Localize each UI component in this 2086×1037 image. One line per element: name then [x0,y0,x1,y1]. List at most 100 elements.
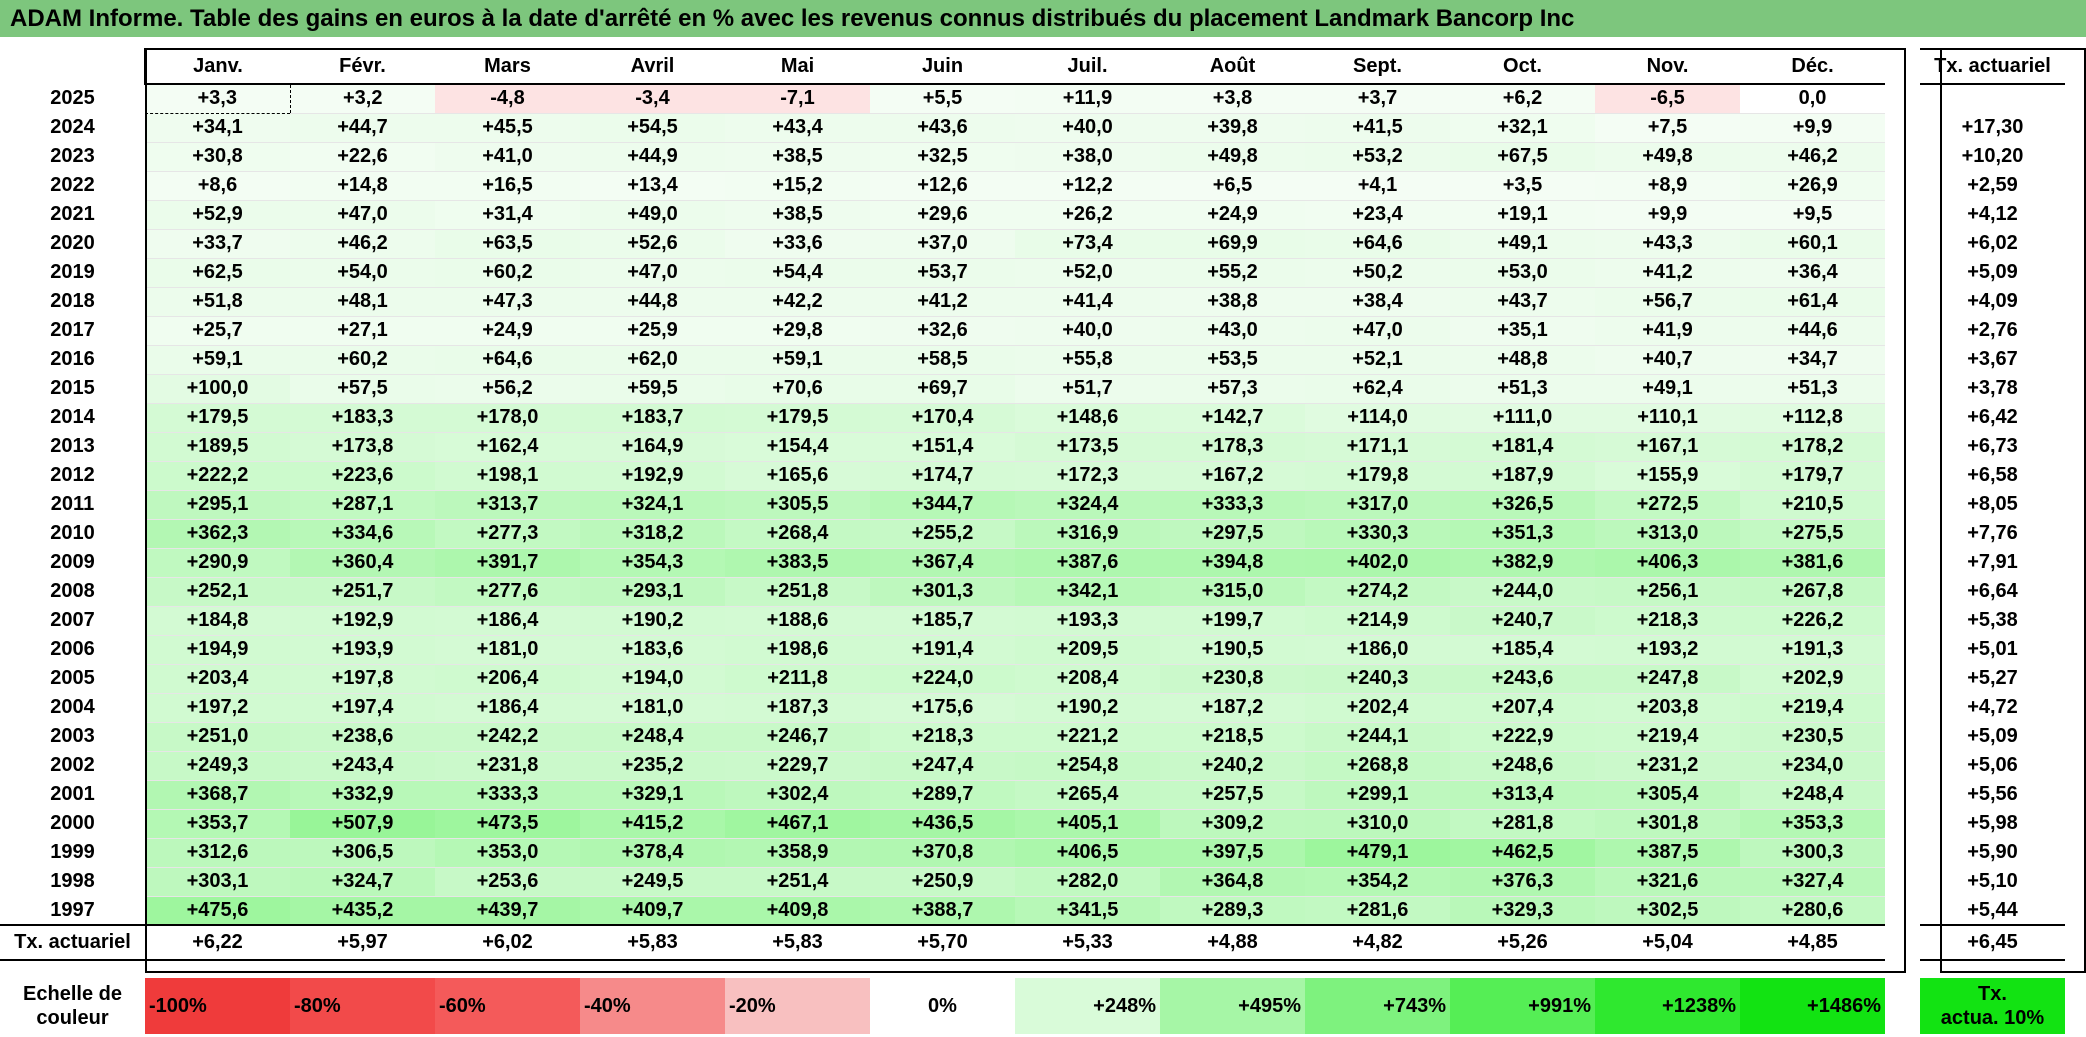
table-row: 2001 +368,7 +332,9 +333,3 +329,1 +302,4 +289,7… [0,780,2065,810]
total-cell: +5,26 [1450,924,1595,961]
gain-cell: +60,1 [1740,229,1885,259]
gain-cell: +41,2 [870,287,1015,317]
gain-cell: +240,7 [1450,606,1595,636]
gain-cell: +9,9 [1595,200,1740,230]
table-row: 2022 +8,6 +14,8 +16,5 +13,4 +15,2 +12,6 +12,2 +6… [0,171,2065,201]
gain-cell: +254,8 [1015,751,1160,781]
gain-cell: +41,2 [1595,258,1740,288]
total-label: Tx. actuariel [0,924,145,961]
gain-cell: +313,7 [435,490,580,520]
gain-cell: +473,5 [435,809,580,839]
gain-cell: +33,7 [145,229,290,259]
gain-cell: +209,5 [1015,635,1160,665]
gain-cell: +154,4 [725,432,870,462]
gain-cell: +289,7 [870,780,1015,810]
gain-cell: +306,5 [290,838,435,868]
gain-cell: -7,1 [725,84,870,114]
gain-cell: +41,4 [1015,287,1160,317]
spacer [1885,345,1920,374]
table-body: 2025 +3,3 +3,2 -4,8 -3,4 -7,1 +5,5 +11,9 +3,8 +3,… [0,84,2065,926]
gain-cell: +162,4 [435,432,580,462]
gain-cell: +67,5 [1450,142,1595,172]
gain-cell: +334,6 [290,519,435,549]
gain-cell: +55,8 [1015,345,1160,375]
spacer [1885,49,1920,84]
gain-cell: +57,5 [290,374,435,404]
total-cell: +6,02 [435,924,580,961]
gain-cell: +249,3 [145,751,290,781]
gain-cell: +165,6 [725,461,870,491]
act-cell: +2,76 [1967,319,2018,341]
spacer [1885,867,1920,896]
year-label: 2024 [50,116,95,138]
gain-cell: +248,4 [1740,780,1885,810]
gain-cell: +353,0 [435,838,580,868]
total-row: Tx. actuariel +6,22 +5,97 +6,02 +5,83 +5,83 +5… [0,924,2065,961]
gain-cell: +247,8 [1595,664,1740,694]
table-row: 2020 +33,7 +46,2 +63,5 +52,6 +33,6 +37,0 +73,4 +… [0,229,2065,259]
gain-cell: +173,5 [1015,432,1160,462]
gain-cell: +293,1 [580,577,725,607]
spacer [1885,751,1920,780]
table-row: 2003 +251,0 +238,6 +242,2 +248,4 +246,7 +218,3… [0,722,2065,752]
gain-cell: +14,8 [290,171,435,201]
gain-cell: +47,0 [1305,316,1450,346]
gain-cell: +207,4 [1450,693,1595,723]
act-cell: +5,44 [1967,898,2018,921]
gain-cell: +253,6 [435,867,580,897]
gain-cell: +40,0 [1015,113,1160,143]
gain-cell: +49,8 [1160,142,1305,172]
gain-cell: +51,3 [1450,374,1595,404]
total-cell: +5,83 [725,924,870,961]
gain-cell: +56,2 [435,374,580,404]
gain-cell: +281,8 [1450,809,1595,839]
act-cell: +4,09 [1967,290,2018,312]
gain-cell: +48,8 [1450,345,1595,375]
month-header: Juin [870,48,1015,85]
gain-cell: +114,0 [1305,403,1450,433]
act-cell: +3,67 [1967,348,2018,370]
gain-cell: +231,2 [1595,751,1740,781]
gain-cell: +170,4 [870,403,1015,433]
table-row: 1999 +312,6 +306,5 +353,0 +378,4 +358,9 +370,8… [0,838,2065,868]
gain-cell: +297,5 [1160,519,1305,549]
act-cell: +5,09 [1967,261,2018,283]
gain-cell: +53,7 [870,258,1015,288]
gain-cell: +3,5 [1450,171,1595,201]
gain-cell: +243,6 [1450,664,1595,694]
year-label: 2023 [50,145,95,167]
spacer [1885,258,1920,287]
gain-cell: +333,3 [1160,490,1305,520]
spacer [1885,374,1920,403]
gain-cell: +342,1 [1015,577,1160,607]
gain-cell: +11,9 [1015,84,1160,114]
gain-cell: +290,9 [145,548,290,578]
report-title: ADAM Informe. Table des gains en euros à… [0,0,2086,37]
gain-cell: +243,4 [290,751,435,781]
gain-cell: +402,0 [1305,548,1450,578]
legend-swatch: +743% [1305,978,1450,1034]
gain-cell: +49,0 [580,200,725,230]
gain-cell: +38,0 [1015,142,1160,172]
gain-cell: +305,5 [725,490,870,520]
year-label: 2004 [50,696,95,718]
gain-cell: +316,9 [1015,519,1160,549]
gain-cell: +112,8 [1740,403,1885,433]
gain-cell: +197,4 [290,693,435,723]
act-cell: +5,27 [1967,667,2018,689]
table-row: 2006 +194,9 +193,9 +181,0 +183,6 +198,6 +191,4… [0,635,2065,665]
gain-cell: +57,3 [1160,374,1305,404]
spacer [1885,316,1920,345]
gain-cell: +190,2 [580,606,725,636]
gain-cell: +249,5 [580,867,725,897]
gain-cell: +198,6 [725,635,870,665]
act-cell: +6,73 [1967,435,2018,457]
gain-cell: +281,6 [1305,896,1450,926]
gain-cell: +305,4 [1595,780,1740,810]
month-header: Nov. [1595,48,1740,85]
gain-cell: +47,3 [435,287,580,317]
gain-cell: +23,4 [1305,200,1450,230]
gain-cell: +376,3 [1450,867,1595,897]
gain-cell: +43,4 [725,113,870,143]
legend-act-line2: actua. 10% [1940,1007,2045,1029]
